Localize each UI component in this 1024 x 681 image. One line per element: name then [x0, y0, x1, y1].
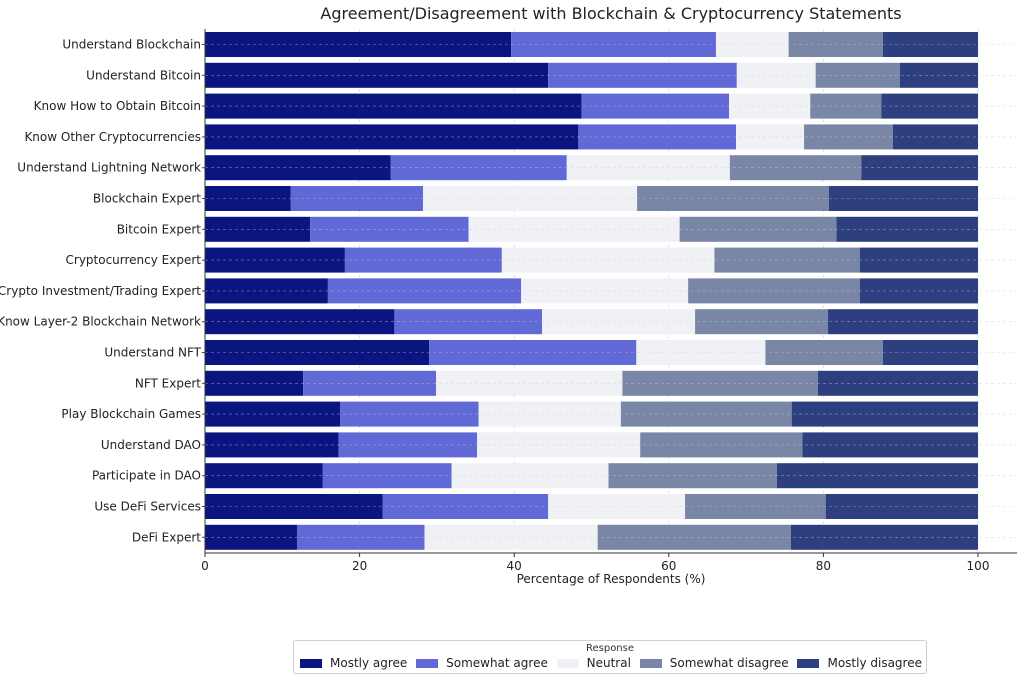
- legend-title: Response: [585, 643, 635, 654]
- legend-item: Mostly agree: [300, 656, 407, 670]
- category-label: Play Blockchain Games: [61, 407, 201, 421]
- bar-segment: [205, 32, 512, 57]
- bar-segment: [205, 62, 549, 88]
- legend-label: Mostly agree: [330, 656, 408, 670]
- bar-segment: [620, 401, 792, 427]
- bar-segment: [205, 524, 297, 550]
- legend-swatch: [416, 658, 439, 668]
- x-tick-label: 100: [967, 559, 990, 573]
- bar-segment: [429, 340, 637, 365]
- category-label: Understand NFT: [104, 346, 201, 360]
- bar-segment: [688, 278, 860, 304]
- category-label: NFT Expert: [135, 376, 201, 390]
- category-label: Understand Lightning Network: [17, 161, 201, 175]
- bar-segment: [205, 463, 323, 489]
- legend-item: Somewhat disagree: [639, 656, 789, 670]
- x-tick-label: 0: [201, 559, 209, 573]
- category-label: DeFi Expert: [132, 530, 201, 544]
- category-label: Know How to Obtain Bitcoin: [34, 99, 201, 113]
- legend-label: Somewhat disagree: [669, 656, 789, 670]
- x-tick-label: 80: [816, 559, 831, 573]
- category-label: Cryptocurrency Expert: [66, 253, 202, 267]
- category-label: Know Layer-2 Blockchain Network: [0, 315, 201, 329]
- category-label: Know Other Cryptocurrencies: [24, 130, 201, 144]
- bar-segment: [205, 494, 383, 519]
- legend-item: Somewhat agree: [416, 656, 548, 670]
- legend-item: Neutral: [556, 656, 631, 670]
- legend-swatch: [797, 658, 820, 668]
- bar-segment: [542, 309, 696, 335]
- category-label: Use DeFi Services: [94, 500, 201, 514]
- legend-label: Somewhat agree: [446, 656, 548, 670]
- category-label: Crypto Investment/Trading Expert: [0, 284, 201, 298]
- legend-label: Mostly disagree: [827, 656, 922, 670]
- category-label: Understand Blockchain: [62, 38, 201, 52]
- bar-segment: [685, 494, 826, 519]
- x-tick-label: 60: [661, 559, 676, 573]
- bar-segment: [566, 155, 730, 181]
- bar-segment: [205, 340, 430, 365]
- chart-title: Agreement/Disagreement with Blockchain &…: [320, 4, 901, 23]
- category-label: Understand Bitcoin: [86, 68, 201, 82]
- category-label: Participate in DAO: [92, 469, 201, 483]
- legend: Response Mostly agree Somewhat agree Neutr…: [293, 640, 927, 674]
- x-tick-label: 20: [352, 559, 367, 573]
- bar-segment: [548, 494, 686, 519]
- bar-segment: [310, 216, 469, 242]
- legend-swatch: [300, 658, 322, 668]
- legend-items: Mostly agree Somewhat agree Neutral Somewha…: [300, 656, 922, 670]
- bar-segment: [205, 309, 395, 335]
- plot-area: Understand Blockchain Understand Bitcoin K…: [0, 29, 1017, 573]
- bar-segment: [205, 216, 311, 242]
- x-axis-title: Percentage of Respondents (%): [517, 572, 706, 586]
- bar-segment: [815, 62, 900, 88]
- legend-swatch: [556, 658, 579, 668]
- legend-swatch: [639, 658, 662, 668]
- category-label: Blockchain Expert: [93, 192, 201, 206]
- bar-segment: [338, 432, 478, 458]
- category-label: Understand DAO: [101, 438, 201, 452]
- legend-item: Mostly disagree: [797, 656, 922, 670]
- bar-segment: [810, 93, 882, 119]
- x-tick-label: 40: [507, 559, 522, 573]
- legend-label: Neutral: [586, 656, 631, 670]
- category-label: Bitcoin Expert: [117, 222, 202, 236]
- bar-segment: [892, 124, 978, 150]
- bar-segment: [548, 62, 737, 88]
